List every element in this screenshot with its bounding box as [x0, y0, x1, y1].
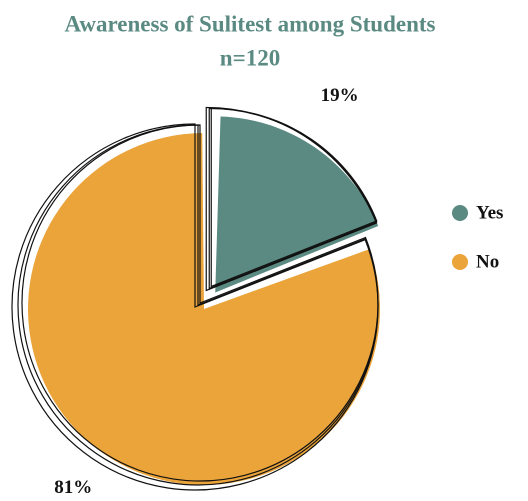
legend-label: No: [476, 251, 499, 272]
legend-marker: [452, 205, 468, 221]
value-label: 19%: [321, 85, 359, 106]
pie-slice: [215, 116, 379, 293]
pie-slice: [28, 133, 380, 486]
chart-title: Awareness of Sulitest among Students: [64, 11, 435, 36]
legend-marker: [452, 254, 468, 270]
slice-outline: [17, 124, 379, 486]
chart-subtitle: n=120: [220, 45, 280, 70]
slice-outline: [11, 123, 379, 491]
value-label: 81%: [54, 477, 92, 498]
slice-outline: [210, 107, 378, 288]
legend-label: Yes: [476, 202, 503, 223]
slice-outline: [21, 124, 379, 482]
